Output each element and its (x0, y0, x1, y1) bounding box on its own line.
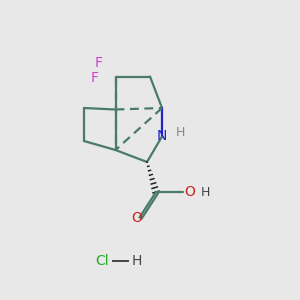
Text: H: H (200, 185, 210, 199)
Text: H: H (176, 126, 185, 140)
Text: Cl: Cl (95, 254, 109, 268)
Text: O: O (184, 185, 195, 199)
Text: H: H (131, 254, 142, 268)
Text: N: N (157, 130, 167, 143)
Text: O: O (132, 211, 142, 224)
Text: F: F (95, 56, 103, 70)
Text: F: F (91, 71, 98, 85)
